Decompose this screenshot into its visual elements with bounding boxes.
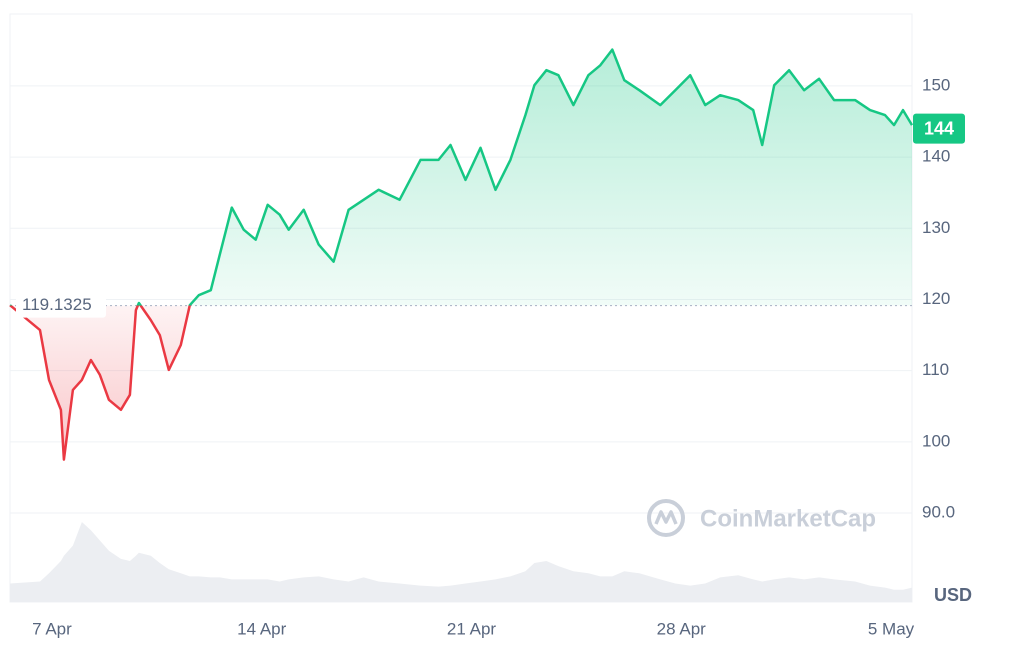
baseline-label: 119.1325 [22,295,92,314]
volume [10,522,912,602]
y-tick-label: 150 [922,75,950,94]
plot: 119.1325 [9,48,914,461]
x-tick-label: 28 Apr [657,619,706,638]
y-tick-label: 110 [922,360,949,379]
y-unit: USD [934,585,972,605]
watermark-logo [647,499,685,537]
y-tick-label: 120 [922,289,950,308]
baseline-label-bg [16,293,106,318]
volume-area [10,522,912,602]
y-tick-label: 140 [922,147,950,166]
x-tick-label: 14 Apr [237,619,286,638]
x-tick-label: 5 May [868,619,915,638]
price-line [9,48,914,461]
y-tick-label: 130 [922,218,950,237]
y-tick-label: 100 [922,431,950,450]
watermark-logo-mark [654,510,678,525]
watermark-text: CoinMarketCap [700,505,876,532]
x-tick-label: 21 Apr [447,619,496,638]
current-price-label: 144 [924,118,954,138]
watermark: CoinMarketCap [647,499,876,537]
x-tick-label: 7 Apr [32,619,72,638]
y-tick-label: 90.0 [922,503,955,522]
price-area [10,49,912,460]
current-price-tag [913,113,965,144]
